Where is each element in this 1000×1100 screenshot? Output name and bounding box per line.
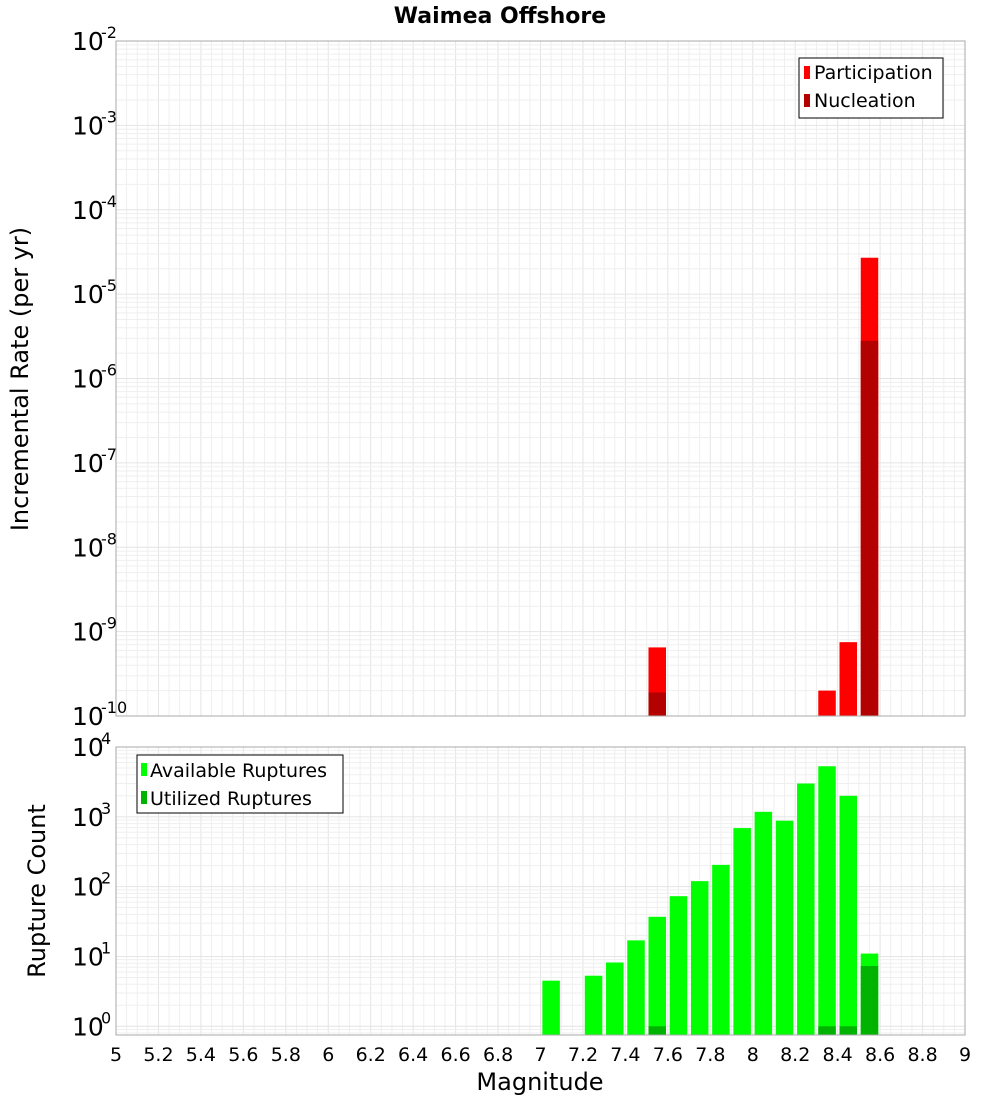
top-y-tick-base: 10 (72, 533, 104, 562)
top-bar-participation-8-45 (839, 642, 858, 716)
x-tick-label: 7 (534, 1044, 546, 1066)
bottom-bar-available-ruptures-7-55 (648, 916, 666, 1035)
top-y-tick-exponent: -8 (101, 529, 117, 548)
bottom-y-tick-exponent: 2 (101, 869, 111, 888)
top-y-tick-exponent: -5 (101, 276, 117, 295)
top-y-tick-base: 10 (72, 27, 104, 56)
legend-label-nucleation: Nucleation (814, 90, 916, 112)
top-y-tick-exponent: -2 (101, 23, 117, 42)
bottom-bar-available-ruptures-7-75 (690, 881, 709, 1035)
top-legend: Participation Nucleation (798, 57, 944, 119)
bottom-bar-utilized-ruptures-8-45 (839, 1026, 858, 1035)
bottom-y-axis-label: Rupture Count (23, 804, 51, 978)
top-y-tick-base: 10 (72, 196, 104, 225)
legend-label-utilized-ruptures: Utilized Ruptures (150, 788, 312, 810)
x-tick-label: 5 (110, 1044, 122, 1066)
bottom-legend-box (136, 754, 344, 814)
top-y-tick-base: 10 (72, 449, 104, 478)
top-y-tick-base: 10 (72, 618, 104, 647)
top-y-tick-base: 10 (72, 111, 104, 140)
x-tick-label: 5.6 (228, 1044, 258, 1066)
top-y-axis-label: Incremental Rate (per yr) (6, 227, 34, 531)
top-y-tick-exponent: -3 (101, 107, 117, 126)
top-plot-frame (115, 40, 966, 717)
bottom-bar-utilized-ruptures-8-35 (818, 1026, 836, 1035)
x-tick-label: 8.4 (823, 1044, 853, 1066)
legend-swatch-utilized-ruptures (141, 791, 147, 804)
legend-swatch-participation (804, 66, 810, 79)
bottom-bar-available-ruptures-8-25 (797, 783, 815, 1035)
bottom-bar-utilized-ruptures-8-55 (860, 966, 879, 1035)
legend-swatch-available-ruptures (141, 763, 147, 776)
x-tick-label: 7.4 (610, 1044, 640, 1066)
bottom-bar-available-ruptures-8-45 (839, 795, 858, 1035)
x-tick-label: 6 (322, 1044, 334, 1066)
bottom-y-tick-base: 10 (72, 942, 104, 971)
bottom-bar-available-ruptures-7-35 (606, 962, 624, 1035)
bottom-bar-utilized-ruptures-7-55 (648, 1026, 666, 1035)
x-tick-label: 8.6 (865, 1044, 895, 1066)
x-tick-label: 7.6 (653, 1044, 683, 1066)
top-y-tick-exponent: -10 (101, 698, 127, 717)
bottom-y-tick-base: 10 (72, 733, 104, 762)
top-y-tick-base: 10 (72, 365, 104, 394)
chart-title: Waimea Offshore (394, 4, 606, 29)
bottom-y-tick-base: 10 (72, 803, 104, 832)
bottom-y-tick-exponent: 4 (101, 729, 111, 748)
top-bar-nucleation-7-55 (648, 692, 666, 716)
x-tick-label: 8.8 (907, 1044, 937, 1066)
bottom-bar-available-ruptures-7-45 (627, 940, 645, 1035)
top-y-tick-base: 10 (72, 702, 104, 731)
x-tick-label: 6.4 (398, 1044, 428, 1066)
bottom-bar-available-ruptures-7-65 (669, 896, 688, 1035)
x-tick-label: 8.2 (780, 1044, 810, 1066)
x-tick-label: 5.2 (143, 1044, 173, 1066)
bottom-bar-available-ruptures-8-15 (775, 820, 794, 1035)
legend-swatch-nucleation (804, 94, 810, 107)
bottom-bars (542, 766, 879, 1035)
bottom-bar-available-ruptures-7-05 (542, 980, 560, 1035)
top-gridlines (115, 41, 966, 717)
bottom-bar-available-ruptures-7-25 (584, 975, 603, 1035)
bottom-y-tick-exponent: 0 (101, 1008, 111, 1027)
bottom-bar-available-ruptures-8-05 (754, 811, 773, 1035)
top-y-tick-exponent: -4 (101, 192, 117, 211)
top-plot-panel: 10-210-310-410-510-610-710-810-910-10 In… (6, 23, 966, 731)
bottom-bar-available-ruptures-8-35 (818, 766, 836, 1035)
top-bars (648, 257, 879, 716)
x-tick-label: 6.2 (356, 1044, 386, 1066)
x-tick-label: 8 (747, 1044, 759, 1066)
legend-label-available-ruptures: Available Ruptures (150, 760, 327, 782)
bottom-y-tick-base: 10 (72, 873, 104, 902)
bottom-y-tick-base: 10 (72, 1012, 104, 1041)
bottom-plot-frame (115, 746, 966, 1036)
top-bar-nucleation-8-55 (860, 340, 879, 716)
top-y-tick-labels: 10-210-310-410-510-610-710-810-910-10 (72, 23, 127, 731)
top-y-tick-exponent: -6 (101, 361, 117, 380)
x-tick-label: 7.2 (568, 1044, 598, 1066)
legend-label-participation: Participation (814, 62, 933, 84)
x-tick-labels: 5 5.2 5.4 5.6 5.8 6 6.2 6.4 6.6 6.8 7 7.2 7.4 7.6 7.8 8… (110, 1044, 971, 1066)
x-tick-label: 7.8 (695, 1044, 725, 1066)
x-tick-label: 5.8 (271, 1044, 301, 1066)
x-tick-label: 9 (959, 1044, 971, 1066)
x-tick-label: 6.8 (483, 1044, 513, 1066)
top-legend-box (798, 57, 944, 119)
bottom-y-tick-exponent: 1 (101, 938, 111, 957)
bottom-y-tick-exponent: 3 (101, 799, 111, 818)
top-y-tick-base: 10 (72, 280, 104, 309)
top-y-tick-exponent: -9 (101, 614, 117, 633)
x-tick-label: 5.4 (186, 1044, 216, 1066)
top-bar-participation-8-35 (818, 690, 836, 716)
bottom-bar-available-ruptures-7-85 (712, 864, 730, 1035)
bottom-legend: Available Ruptures Utilized Ruptures (136, 754, 344, 814)
top-y-tick-exponent: -7 (101, 445, 117, 464)
x-tick-label: 6.6 (440, 1044, 470, 1066)
bottom-bar-available-ruptures-7-95 (733, 828, 751, 1035)
x-axis-label: Magnitude (476, 1068, 603, 1096)
